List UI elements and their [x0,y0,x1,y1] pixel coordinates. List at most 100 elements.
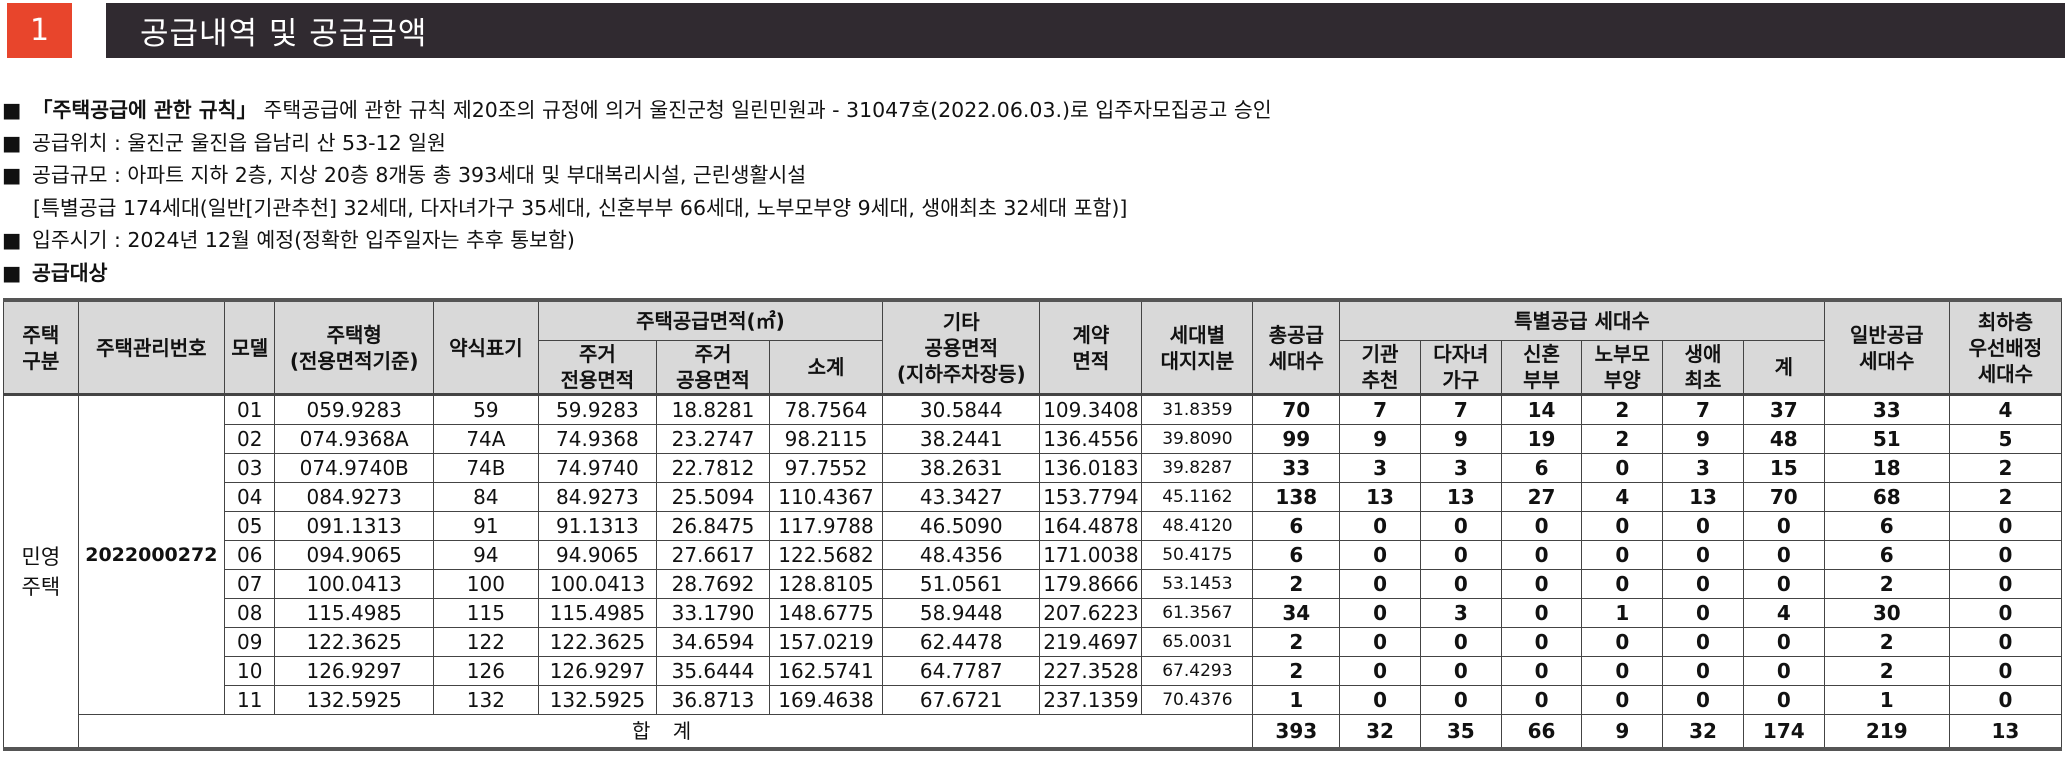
abbr-cell: 115 [432,598,539,628]
header-multi-child: 다자녀 가구 [1419,340,1502,395]
house-type-cell: 132.5925 [274,685,434,715]
first-time-cell: 3 [1662,453,1744,483]
contract-area-cell: 136.4556 [1039,424,1143,454]
header-newlywed: 신혼 부부 [1500,340,1583,395]
newlywed-cell: 14 [1500,394,1583,425]
newlywed-cell: 0 [1500,627,1583,657]
header-first-time: 생애 최초 [1662,340,1744,395]
other-common-cell: 38.2631 [882,453,1041,483]
subtotal-cell: 122.5682 [768,540,884,570]
total-newlywed-cell: 66 [1500,714,1583,750]
subtotal-cell: 148.6775 [768,598,884,628]
institution-cell: 0 [1339,569,1421,599]
subtotal-cell: 98.2115 [768,424,884,454]
res-exclusive-cell: 115.4985 [537,598,657,628]
location-text: 공급위치 : 울진군 울진읍 읍남리 산 53-12 일원 [32,130,446,155]
general-units-cell: 68 [1823,482,1950,512]
subtotal-cell: 169.4638 [768,685,884,715]
housing-category-cell: 민영 주택 [3,394,79,750]
contract-area-cell: 109.3408 [1039,394,1143,425]
general-units-cell: 2 [1823,656,1950,686]
general-units-cell: 6 [1823,511,1950,541]
note-location: ■ 공급위치 : 울진군 울진읍 읍남리 산 53-12 일원 [0,127,2065,160]
house-type-cell: 074.9740B [274,453,434,483]
res-common-cell: 35.6444 [655,656,770,686]
header-special-units: 특별공급 세대수 [1339,299,1825,341]
contract-area-cell: 136.0183 [1039,453,1143,483]
subtotal-cell: 110.4367 [768,482,884,512]
res-exclusive-cell: 91.1313 [537,511,657,541]
newlywed-cell: 6 [1500,453,1583,483]
abbr-cell: 74B [432,453,539,483]
newlywed-cell: 19 [1500,424,1583,454]
other-common-cell: 30.5844 [882,394,1041,425]
abbr-cell: 126 [432,656,539,686]
total-institution-cell: 32 [1339,714,1421,750]
res-common-cell: 23.2747 [655,424,770,454]
contract-area-cell: 179.8666 [1039,569,1143,599]
total-multi-child-cell: 35 [1419,714,1502,750]
land-share-cell: 50.4175 [1141,540,1254,570]
header-lowest-floor: 최하층 우선배정 세대수 [1948,299,2063,395]
multi-child-cell: 9 [1419,424,1502,454]
header-house-type: 주택형 (전용면적기준) [274,299,434,395]
multi-child-cell: 0 [1419,569,1502,599]
first-time-cell: 0 [1662,540,1744,570]
special-sum-cell: 0 [1742,511,1825,541]
res-exclusive-cell: 126.9297 [537,656,657,686]
land-share-cell: 45.1162 [1141,482,1254,512]
first-time-cell: 0 [1662,598,1744,628]
newlywed-cell: 0 [1500,511,1583,541]
elderly-parent-cell: 4 [1581,482,1664,512]
house-type-cell: 122.3625 [274,627,434,657]
special-sum-cell: 0 [1742,627,1825,657]
multi-child-cell: 0 [1419,540,1502,570]
scale-text: 공급규모 : 아파트 지하 2층, 지상 20층 8개동 총 393세대 및 부… [32,163,807,187]
total-special-sum-cell: 174 [1742,714,1825,750]
abbr-cell: 122 [432,627,539,657]
newlywed-cell: 0 [1500,569,1583,599]
model-cell: 06 [224,540,276,570]
lowest-floor-cell: 4 [1948,394,2063,425]
special-sum-cell: 4 [1742,598,1825,628]
note-scale: ■ 공급규모 : 아파트 지하 2층, 지상 20층 8개동 총 393세대 및 … [0,159,2065,192]
bullet-square: ■ [2,130,22,155]
contract-area-cell: 227.3528 [1039,656,1143,686]
note-approval: ■ 「주택공급에 관한 규칙」 주택공급에 관한 규칙 제20조의 규정에 의거 … [0,94,2065,127]
general-units-cell: 1 [1823,685,1950,715]
abbr-cell: 91 [432,511,539,541]
other-common-cell: 64.7787 [882,656,1041,686]
special-sum-cell: 0 [1742,569,1825,599]
house-type-cell: 126.9297 [274,656,434,686]
header-other-common: 기타 공용면적 (지하주차장등) [882,299,1041,395]
contract-area-cell: 219.4697 [1039,627,1143,657]
lowest-floor-cell: 0 [1948,569,2063,599]
multi-child-cell: 13 [1419,482,1502,512]
other-common-cell: 51.0561 [882,569,1041,599]
header-model: 모델 [224,299,276,395]
model-cell: 02 [224,424,276,454]
move-in-text: 입주시기 : 2024년 12월 예정(정확한 입주일자는 추후 통보함) [32,228,575,252]
total-lowest-floor-cell: 13 [1948,714,2063,750]
general-units-cell: 6 [1823,540,1950,570]
total-total-units-cell: 393 [1252,714,1341,750]
total-units-cell: 99 [1252,424,1341,454]
header-land-share: 세대별 대지지분 [1141,299,1254,395]
total-units-cell: 6 [1252,511,1341,541]
newlywed-cell: 27 [1500,482,1583,512]
special-sum-cell: 0 [1742,540,1825,570]
lowest-floor-cell: 0 [1948,685,2063,715]
first-time-cell: 0 [1662,685,1744,715]
total-units-cell: 2 [1252,656,1341,686]
table-body: 민영 주택 2022000272 01 059.9283 59 59.9283 18.8281… [3,394,2063,750]
header-house-category: 주택 구분 [3,299,79,395]
institution-cell: 3 [1339,453,1421,483]
land-share-cell: 67.4293 [1141,656,1254,686]
house-type-cell: 115.4985 [274,598,434,628]
res-exclusive-cell: 94.9065 [537,540,657,570]
elderly-parent-cell: 0 [1581,453,1664,483]
institution-cell: 9 [1339,424,1421,454]
model-cell: 01 [224,394,276,425]
section-title: 공급내역 및 공급금액 [106,3,2065,58]
lowest-floor-cell: 0 [1948,511,2063,541]
